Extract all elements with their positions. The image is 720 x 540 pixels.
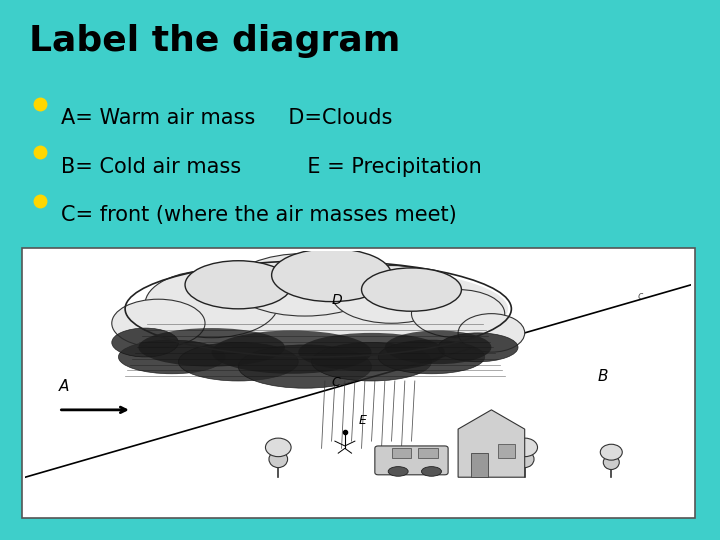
Ellipse shape bbox=[603, 455, 619, 469]
Ellipse shape bbox=[298, 333, 445, 372]
Ellipse shape bbox=[388, 467, 408, 476]
Ellipse shape bbox=[600, 444, 622, 460]
Ellipse shape bbox=[378, 340, 485, 374]
Ellipse shape bbox=[138, 328, 285, 367]
Text: A: A bbox=[58, 379, 69, 394]
Ellipse shape bbox=[412, 289, 505, 338]
Ellipse shape bbox=[112, 299, 205, 347]
Ellipse shape bbox=[266, 438, 291, 457]
Bar bbox=[418, 448, 438, 458]
Text: c: c bbox=[638, 291, 643, 301]
Ellipse shape bbox=[179, 342, 298, 381]
Text: Label the diagram: Label the diagram bbox=[29, 24, 400, 58]
Ellipse shape bbox=[438, 333, 518, 362]
Ellipse shape bbox=[512, 438, 538, 457]
Ellipse shape bbox=[361, 268, 462, 311]
Text: B= Cold air mass          E = Precipitation: B= Cold air mass E = Precipitation bbox=[61, 157, 482, 177]
Ellipse shape bbox=[385, 330, 492, 364]
Ellipse shape bbox=[145, 271, 278, 338]
Ellipse shape bbox=[269, 451, 287, 468]
Text: A= Warm air mass     D=Clouds: A= Warm air mass D=Clouds bbox=[61, 108, 392, 128]
Polygon shape bbox=[458, 410, 525, 477]
Text: C: C bbox=[331, 376, 341, 389]
Ellipse shape bbox=[312, 342, 431, 381]
Ellipse shape bbox=[112, 328, 179, 357]
Text: B: B bbox=[598, 369, 608, 384]
Text: D: D bbox=[331, 293, 342, 307]
Ellipse shape bbox=[516, 451, 534, 468]
Ellipse shape bbox=[212, 330, 372, 374]
Ellipse shape bbox=[331, 266, 451, 323]
Ellipse shape bbox=[118, 340, 225, 374]
Ellipse shape bbox=[142, 266, 508, 352]
Ellipse shape bbox=[421, 467, 441, 476]
Text: C= front (where the air masses meet): C= front (where the air masses meet) bbox=[61, 205, 457, 225]
Bar bbox=[472, 453, 488, 477]
FancyBboxPatch shape bbox=[375, 446, 448, 475]
Ellipse shape bbox=[458, 314, 525, 352]
Ellipse shape bbox=[238, 345, 372, 388]
Ellipse shape bbox=[185, 261, 292, 309]
Bar bbox=[498, 443, 515, 458]
Bar bbox=[22, 248, 695, 518]
Ellipse shape bbox=[232, 253, 378, 316]
Bar bbox=[392, 448, 412, 458]
Text: E: E bbox=[359, 414, 366, 427]
Ellipse shape bbox=[271, 249, 392, 302]
